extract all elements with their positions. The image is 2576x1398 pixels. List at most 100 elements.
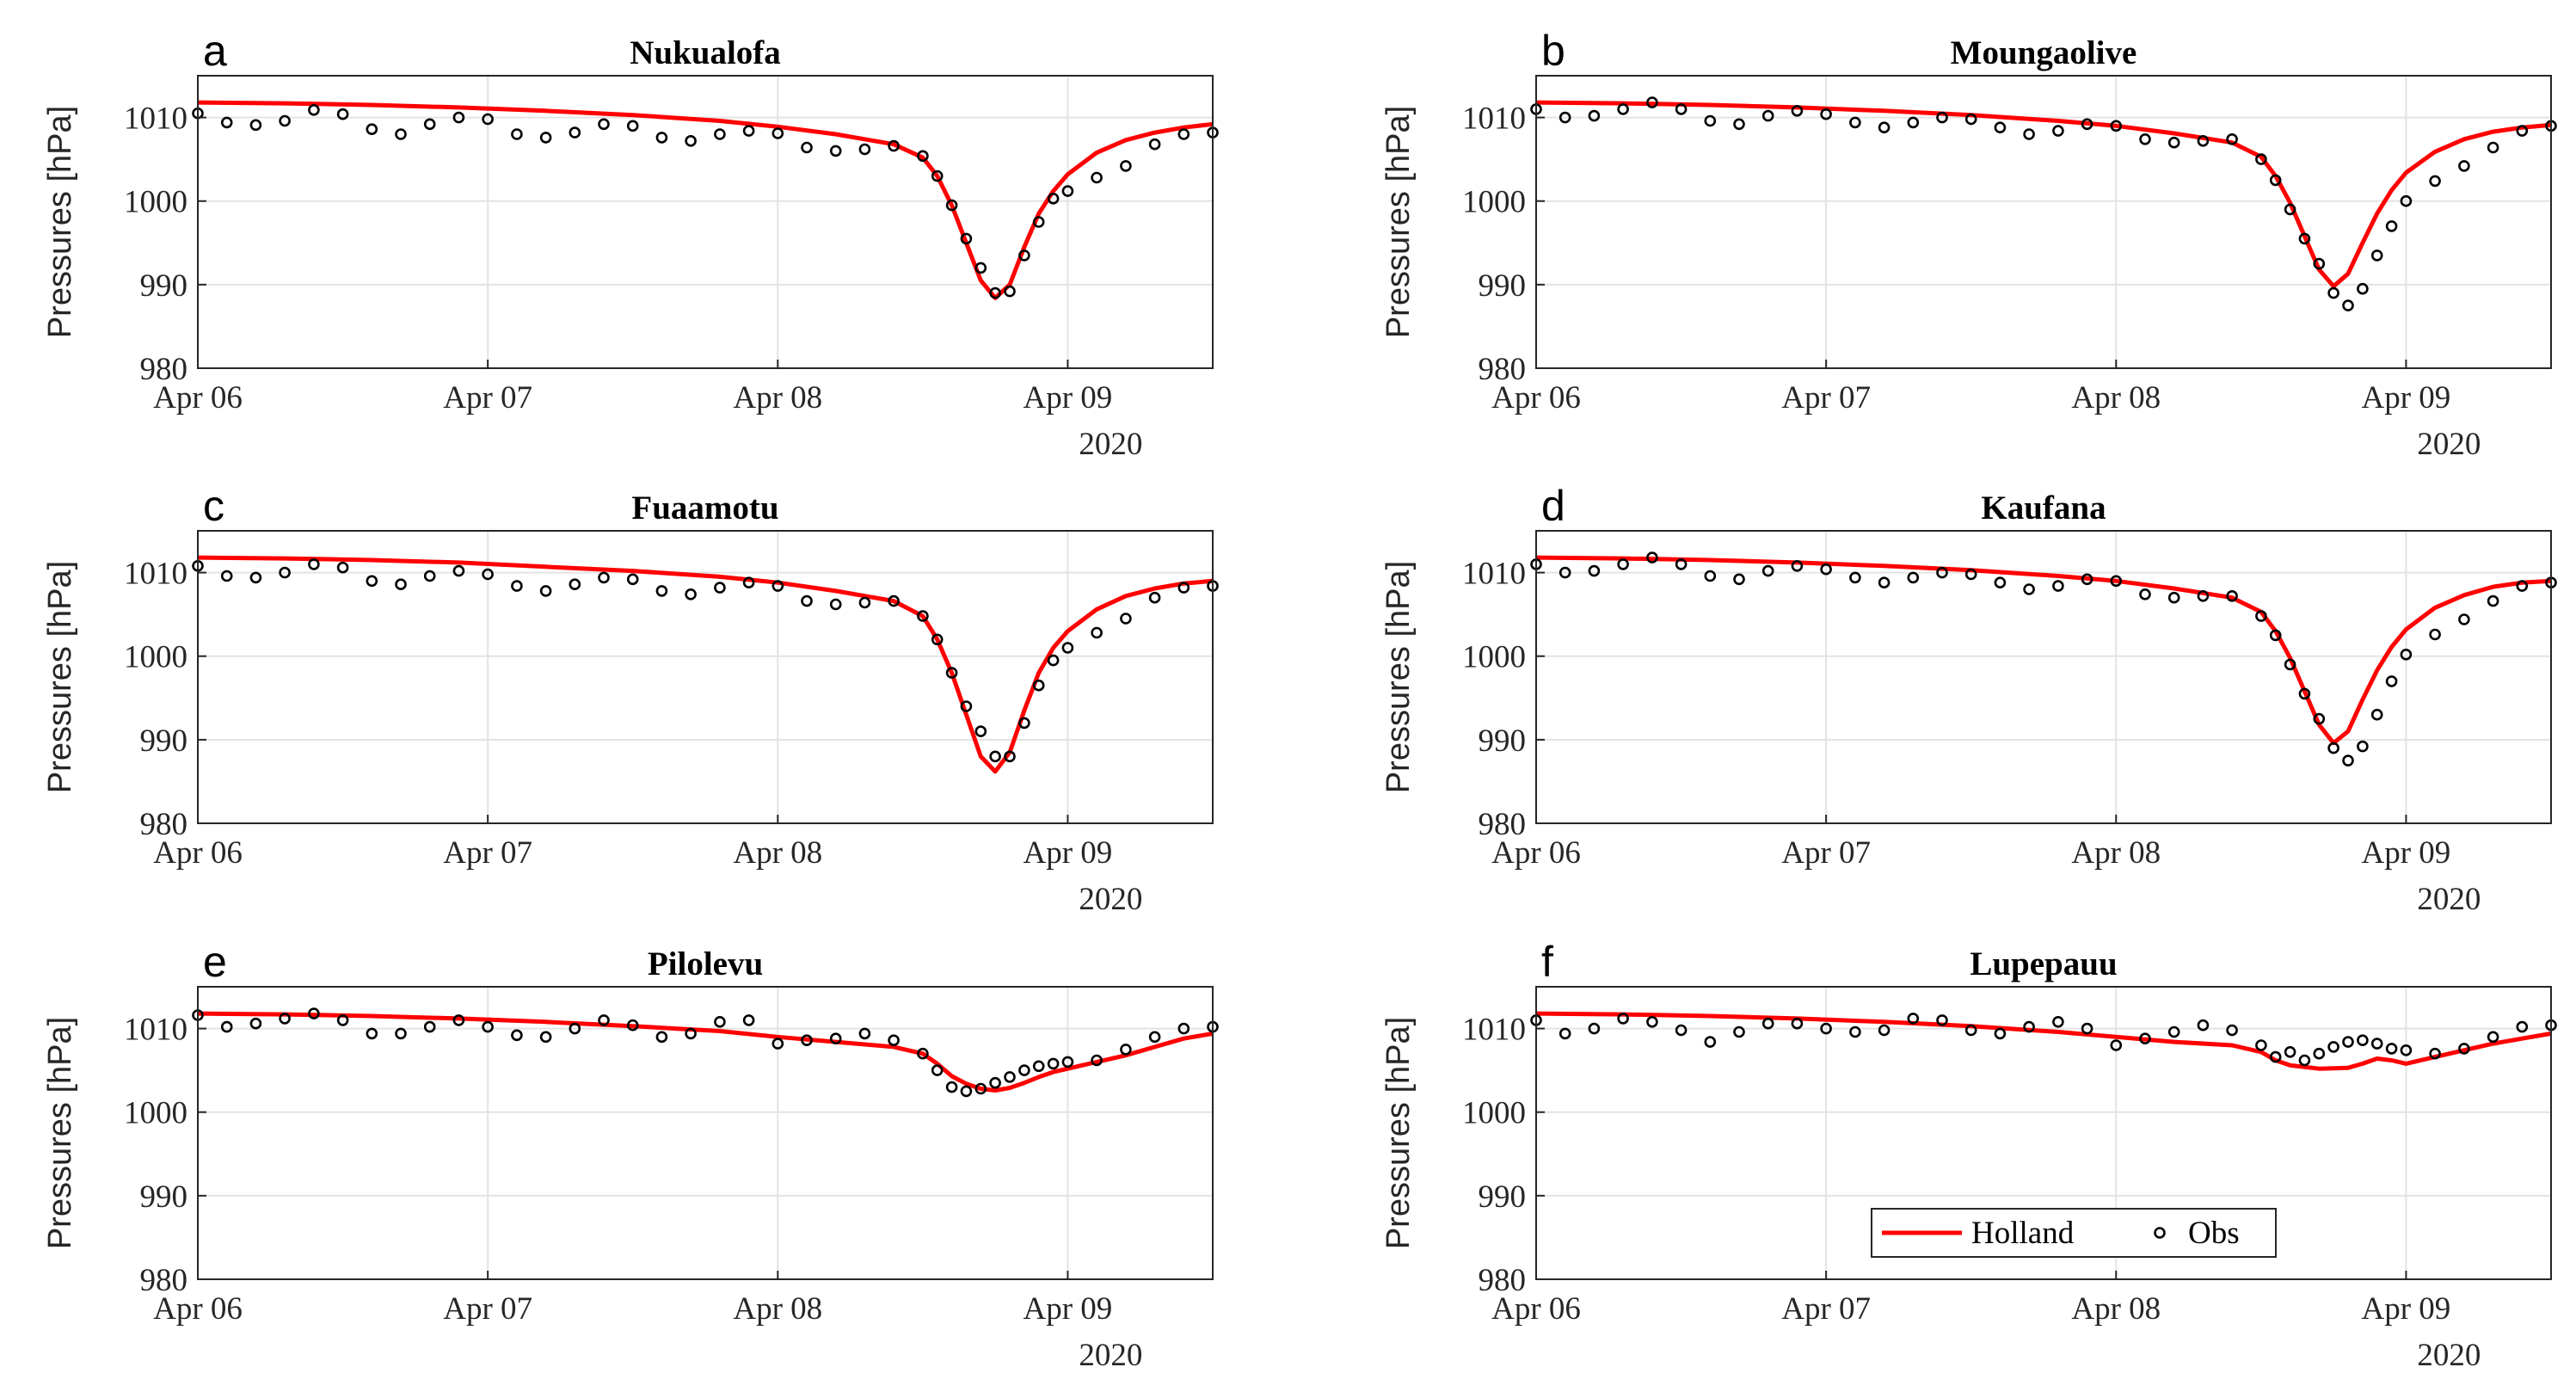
panel-e: Apr 06 Apr 07 Apr 08 Apr 09 980 990 1000 1010 20… — [42, 938, 1219, 1373]
obs-point — [1964, 113, 1977, 126]
obs-point — [742, 1014, 755, 1026]
obs-point — [1047, 1057, 1060, 1070]
obs-point — [2370, 249, 2383, 262]
obs-point — [974, 725, 987, 737]
obs-point — [598, 1014, 610, 1026]
obs-point — [1878, 1024, 1891, 1037]
legend-swatch-obs — [2154, 1227, 2166, 1239]
obs-point — [1120, 160, 1132, 172]
obs-point — [685, 135, 697, 147]
obs-point — [2298, 232, 2311, 245]
obs-point — [655, 132, 668, 144]
obs-point — [1032, 1060, 1045, 1073]
obs-point — [336, 561, 349, 574]
obs-point — [1091, 171, 1103, 184]
axes-box — [197, 75, 1214, 369]
x-tick-label: Apr 06 — [1491, 1291, 1581, 1327]
x-tick-label: Apr 09 — [2362, 835, 2451, 871]
obs-point — [539, 585, 552, 597]
obs-point — [2327, 1041, 2339, 1053]
y-tick-label: 1010 — [1462, 557, 1526, 592]
obs-point — [1820, 563, 1832, 576]
obs-point — [569, 1022, 581, 1035]
obs-point — [945, 199, 958, 212]
obs-point — [395, 128, 407, 140]
obs-point — [1148, 1031, 1161, 1044]
obs-point — [1907, 571, 1920, 584]
x-year-label: 2020 — [2417, 427, 2481, 462]
panel-letter: d — [1541, 482, 1565, 530]
obs-point — [1177, 1022, 1190, 1035]
series-markers-obs — [1530, 96, 2557, 311]
y-axis-label: Pressures [hPa] — [1380, 561, 1417, 793]
x-tick-label: Apr 07 — [1781, 380, 1871, 416]
obs-point — [452, 111, 465, 124]
x-tick-label: Apr 08 — [733, 380, 822, 416]
obs-point — [1733, 1025, 1745, 1038]
obs-point — [2516, 580, 2529, 592]
panel-title: Pilolevu — [648, 945, 763, 982]
obs-point — [931, 1064, 944, 1076]
series-line-holland — [1535, 555, 2552, 746]
obs-point — [1936, 566, 1948, 579]
series-markers-obs — [192, 1007, 1219, 1098]
obs-point — [1004, 1071, 1016, 1083]
panel-title: Moungaolive — [1951, 34, 2137, 71]
obs-point — [1849, 571, 1861, 584]
y-tick-label: 1010 — [124, 557, 188, 592]
obs-point — [974, 1082, 987, 1095]
obs-point — [511, 128, 523, 140]
y-tick-label: 1000 — [1462, 1096, 1526, 1131]
y-tick-label: 980 — [140, 352, 188, 387]
obs-point — [279, 114, 291, 127]
obs-point — [1761, 564, 1774, 577]
obs-point — [772, 1038, 784, 1050]
obs-point — [249, 119, 262, 132]
y-tick-label: 1000 — [1462, 185, 1526, 220]
obs-point — [1733, 118, 1745, 131]
obs-point — [1761, 109, 1774, 122]
x-tick-label: Apr 07 — [443, 380, 532, 416]
obs-point — [888, 594, 900, 607]
obs-point — [539, 1031, 552, 1044]
panel-title: Fuaamotu — [631, 490, 778, 527]
y-axis-label: Pressures [hPa] — [1380, 106, 1417, 338]
x-year-label: 2020 — [1079, 1338, 1142, 1373]
obs-point — [1704, 114, 1717, 127]
obs-point — [989, 1076, 1001, 1089]
x-tick-label: Apr 08 — [2071, 835, 2161, 871]
obs-point — [2081, 573, 2093, 586]
y-tick-label: 1000 — [124, 185, 188, 220]
obs-point — [2400, 648, 2413, 661]
x-tick-label: Apr 07 — [1781, 835, 1871, 871]
obs-point — [279, 566, 291, 579]
x-tick-label: Apr 06 — [1491, 380, 1581, 416]
obs-point — [2429, 1047, 2441, 1060]
axes-box — [197, 986, 1214, 1280]
y-axis-label: Pressures [hPa] — [42, 561, 78, 793]
obs-point — [1791, 105, 1804, 117]
y-tick-label: 1000 — [1462, 640, 1526, 675]
y-axis-label: Pressures [hPa] — [1380, 1017, 1417, 1249]
panel-f: Apr 06 Apr 07 Apr 08 Apr 09 980 990 1000 1010 20… — [1380, 938, 2557, 1373]
obs-point — [539, 132, 552, 144]
axes-box — [1535, 530, 2552, 824]
obs-point — [960, 232, 973, 245]
obs-point — [2487, 141, 2499, 154]
obs-point — [423, 1020, 436, 1033]
obs-point — [1617, 103, 1629, 115]
obs-point — [2385, 675, 2398, 687]
obs-point — [1032, 216, 1045, 228]
obs-point — [1675, 558, 1688, 570]
obs-point — [2269, 1050, 2282, 1063]
obs-point — [685, 588, 697, 600]
obs-point — [2400, 194, 2413, 207]
obs-point — [858, 1027, 871, 1040]
obs-point — [336, 108, 349, 120]
axes-box — [1535, 986, 2552, 1280]
panel-title: Kaufana — [1981, 490, 2106, 527]
x-tick-label: Apr 06 — [1491, 835, 1581, 871]
obs-point — [1994, 1027, 2007, 1040]
obs-point — [742, 576, 755, 589]
